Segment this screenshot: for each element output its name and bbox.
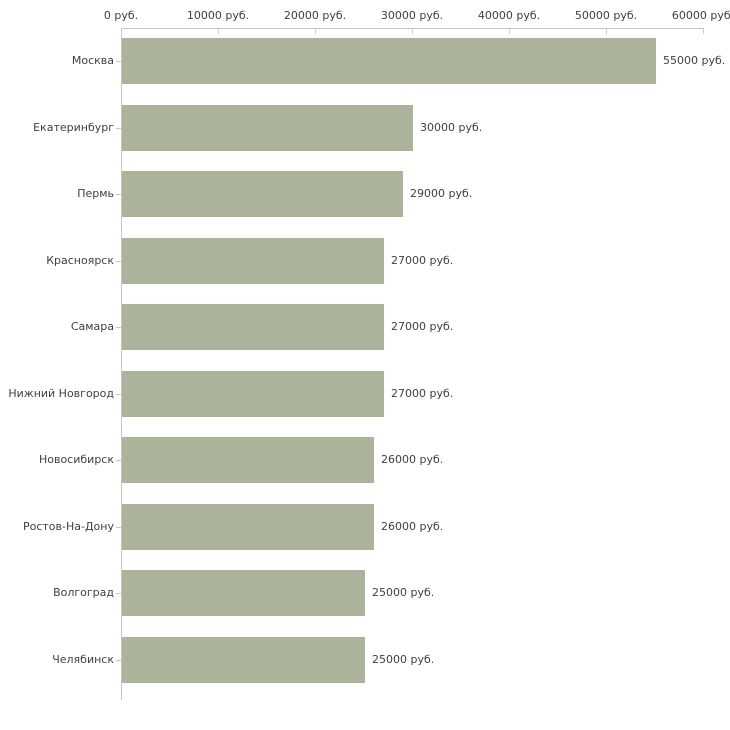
bar [122, 238, 384, 284]
category-tick-mark [116, 61, 121, 62]
category-label: Москва [71, 54, 114, 67]
bar-value-label: 55000 руб. [663, 54, 726, 67]
bar [122, 105, 413, 151]
x-axis-tick-mark [606, 28, 607, 34]
bar [122, 371, 384, 417]
x-axis-tick-label: 30000 руб. [380, 9, 444, 22]
bar-value-label: 25000 руб. [372, 653, 435, 666]
bar-value-label: 30000 руб. [420, 121, 483, 134]
category-label: Екатеринбург [33, 121, 114, 134]
x-axis-tick-label: 40000 руб. [477, 9, 541, 22]
category-tick-mark [116, 128, 121, 129]
bar-value-label: 27000 руб. [391, 320, 454, 333]
category-label: Пермь [77, 187, 114, 200]
category-tick-mark [116, 194, 121, 195]
x-axis-tick-label: 20000 руб. [283, 9, 347, 22]
category-label: Новосибирск [38, 453, 114, 466]
bar [122, 304, 384, 350]
x-axis-tick-label: 50000 руб. [574, 9, 638, 22]
bar [122, 504, 374, 550]
category-label: Челябинск [52, 653, 114, 666]
x-axis-tick-mark [412, 28, 413, 34]
x-axis-tick-mark [703, 28, 704, 34]
category-tick-mark [116, 593, 121, 594]
x-axis-tick-label: 10000 руб. [186, 9, 250, 22]
x-axis-line [121, 28, 704, 29]
category-tick-mark [116, 460, 121, 461]
category-label: Нижний Новгород [8, 387, 114, 400]
category-tick-mark [116, 394, 121, 395]
x-axis-tick-mark [218, 28, 219, 34]
category-tick-mark [116, 660, 121, 661]
category-tick-mark [116, 327, 121, 328]
x-axis-tick-mark [509, 28, 510, 34]
bar-value-label: 27000 руб. [391, 254, 454, 267]
category-tick-mark [116, 261, 121, 262]
bar-value-label: 26000 руб. [381, 520, 444, 533]
bar [122, 171, 403, 217]
bar-value-label: 29000 руб. [410, 187, 473, 200]
bar [122, 637, 365, 683]
x-axis-tick-mark [315, 28, 316, 34]
bar [122, 570, 365, 616]
x-axis-tick-label: 60000 руб. [671, 9, 730, 22]
category-label: Самара [70, 320, 114, 333]
y-axis-line [121, 28, 122, 700]
bar [122, 38, 656, 84]
bar [122, 437, 374, 483]
category-tick-mark [116, 527, 121, 528]
bar-value-label: 25000 руб. [372, 586, 435, 599]
category-label: Волгоград [53, 586, 114, 599]
bar-value-label: 26000 руб. [381, 453, 444, 466]
x-axis-tick-label: 0 руб. [103, 9, 139, 22]
category-label: Красноярск [46, 254, 114, 267]
bar-value-label: 27000 руб. [391, 387, 454, 400]
category-label: Ростов-На-Дону [22, 520, 114, 533]
